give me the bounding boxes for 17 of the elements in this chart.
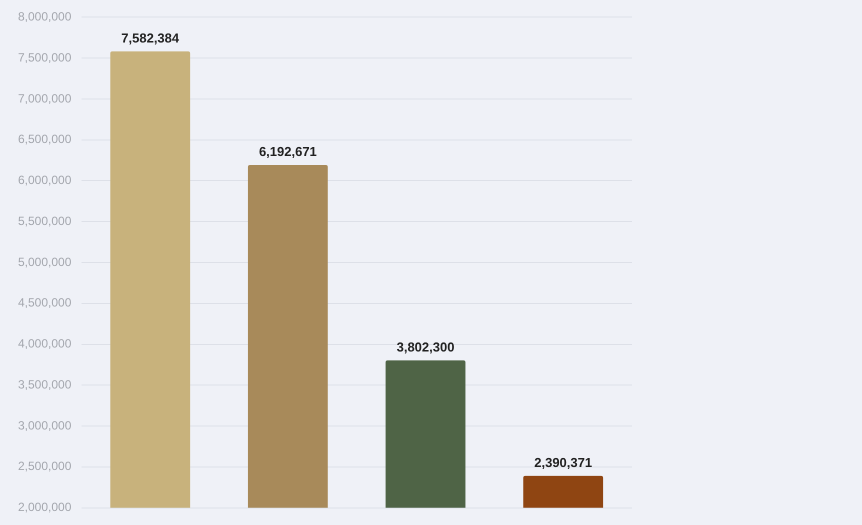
y-tick-label: 7,000,000 [18, 91, 72, 106]
data-label: 6,192,671 [258, 144, 317, 160]
data-label: 7,582,384 [121, 30, 180, 46]
y-tick-label: 7,500,000 [18, 50, 72, 64]
y-tick-label: 2,500,000 [18, 459, 72, 474]
y-tick-label: 4,000,000 [18, 336, 72, 351]
y-tick-label: 5,000,000 [18, 254, 72, 269]
y-tick-label: 6,500,000 [18, 132, 72, 146]
y-tick-label: 3,000,000 [18, 418, 72, 432]
y-tick-label: 6,000,000 [18, 173, 72, 188]
y-tick-label: 3,500,000 [18, 377, 72, 392]
data-label: 3,802,300 [396, 340, 454, 355]
y-tick-label: 4,500,000 [18, 296, 72, 310]
data-label: 2,390,371 [534, 454, 592, 470]
y-tick-label: 5,500,000 [18, 214, 72, 228]
y-tick-label: 8,000,000 [18, 10, 72, 24]
y-tick-label: 2,000,000 [18, 500, 72, 514]
